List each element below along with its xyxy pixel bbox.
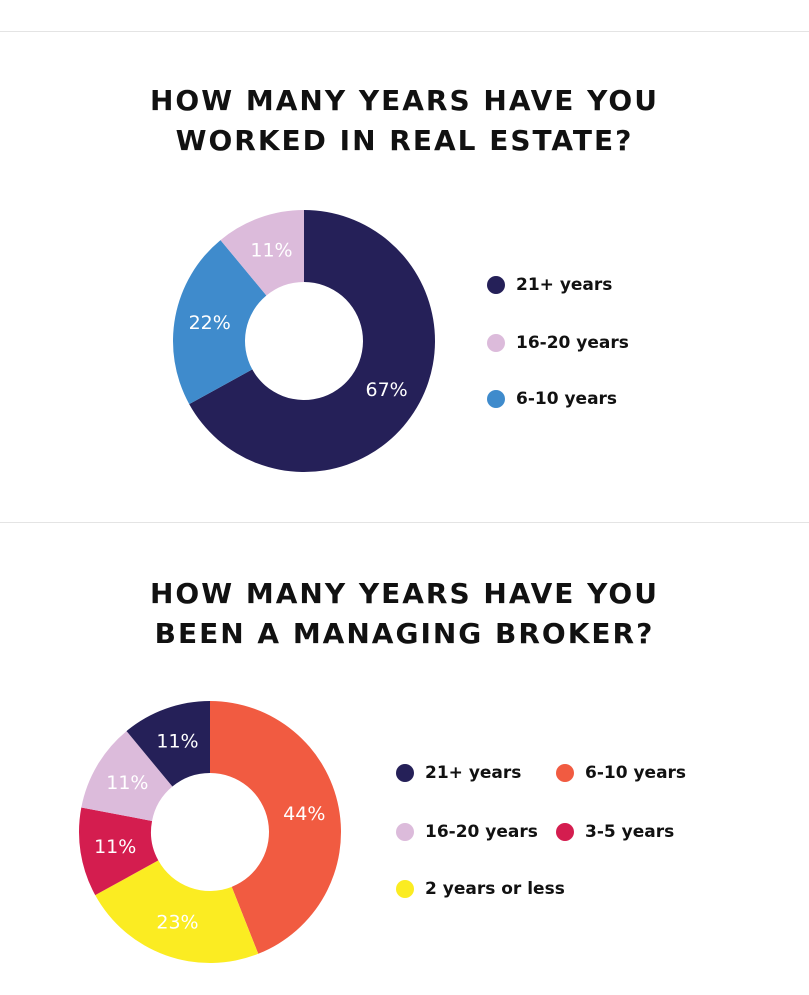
legend-label: 6-10 years [585,763,687,783]
legend-label: 21+ years [425,763,522,783]
legend-label: 16-20 years [516,333,629,353]
slice-6-10-years [173,240,267,405]
slice-3-5-years [79,807,159,896]
top-divider [0,31,809,32]
slice-label-21-plus-years: 11% [156,731,198,753]
legend-label: 6-10 years [516,389,618,409]
chart-1-title: HOW MANY YEARS HAVE YOU WORKED IN REAL E… [0,81,809,161]
legend-item-2-years-or-less: 2 years or less [396,879,565,899]
chart-1-title-line-2: WORKED IN REAL ESTATE? [175,124,634,157]
slice-label-3-5-years: 11% [94,836,136,858]
legend-item-3-5-years: 3-5 years [556,822,674,842]
slice-21-plus-years [189,210,435,472]
chart-2-title-line-2: BEEN A MANAGING BROKER? [154,617,655,650]
slice-label-2-years-or-less: 23% [156,911,198,933]
slice-label-6-10-years: 22% [189,312,231,334]
slice-label-21-plus-years: 67% [366,379,408,401]
legend-item-16-20-years: 16-20 years [487,333,629,353]
legend-label: 21+ years [516,275,613,295]
legend-item-21-plus-years: 21+ years [396,763,521,783]
legend-swatch [487,276,505,294]
slice-label-16-20-years: 11% [250,240,292,262]
legend-label: 16-20 years [425,822,538,842]
legend-item-6-10-years: 6-10 years [556,763,686,783]
legend-swatch [487,334,505,352]
donut-chart-2: 44% 23% 11% 11% 11% [79,701,342,963]
slice-label-16-20-years: 11% [106,772,148,794]
legend-swatch [396,764,414,782]
legend-swatch [396,823,414,841]
slice-2-years-or-less [95,860,259,963]
middle-divider [0,522,809,523]
chart-1-title-line-1: HOW MANY YEARS HAVE YOU [150,84,659,117]
slice-16-20-years [220,210,304,296]
chart-2-title-line-1: HOW MANY YEARS HAVE YOU [150,577,659,610]
legend-swatch [396,880,414,898]
legend-label: 2 years or less [425,879,565,899]
slice-21-plus-years [126,701,210,787]
legend-item-16-20-years: 16-20 years [396,822,538,842]
legend-item-21-plus-years: 21+ years [487,275,612,295]
slice-6-10-years [210,701,342,954]
legend-item-6-10-years: 6-10 years [487,389,617,409]
legend-swatch [556,823,574,841]
donut-chart-1: 67% 22% 11% [173,210,435,472]
chart-2-title: HOW MANY YEARS HAVE YOU BEEN A MANAGING … [0,574,809,654]
legend-label: 3-5 years [585,822,675,842]
slice-label-6-10-years: 44% [283,803,325,825]
slice-16-20-years [81,731,173,821]
legend-swatch [556,764,574,782]
legend-swatch [487,390,505,408]
